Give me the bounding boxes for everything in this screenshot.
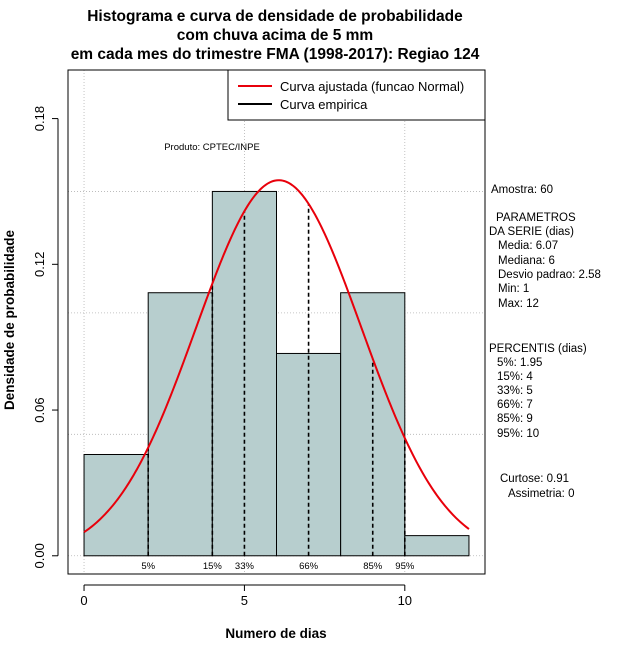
histogram-bar-4: [340, 292, 406, 557]
statistics-panel: Amostra: 60 PARAMETROS DA SERIE (dias) M…: [489, 184, 601, 500]
y-tick-label-0: 0.00: [32, 543, 47, 568]
stat-p33: 33%: 5: [497, 385, 533, 397]
fitted-normal-curve: [83, 179, 470, 534]
percentile-label-1: 15%: [203, 561, 223, 572]
percentile-label-4: 85%: [363, 561, 383, 572]
percentile-label-2: 33%: [235, 561, 255, 572]
stat-percentis-title: PERCENTIS (dias): [489, 343, 587, 355]
stat-max: Max: 12: [498, 298, 539, 310]
stat-p66: 66%: 7: [497, 399, 533, 411]
percentile-label-5: 95%: [395, 561, 415, 572]
x-tick-label-1: 5: [241, 593, 248, 608]
density-curves: [83, 179, 470, 534]
histogram-bar-5: [404, 535, 470, 557]
chart-title-line-2: com chuva acima de 5 mm: [177, 27, 373, 44]
y-tick-label-2: 0.12: [32, 252, 47, 277]
stat-p85: 85%: 9: [497, 413, 533, 425]
y-tick-label-3: 0.18: [32, 106, 47, 131]
percentile-label-0: 5%: [141, 561, 155, 572]
stat-min: Min: 1: [498, 283, 529, 295]
legend-label-fitted: Curva ajustada (funcao Normal): [280, 79, 464, 94]
stat-p15: 15%: 4: [497, 371, 533, 383]
stat-assimetria: Assimetria: 0: [508, 488, 574, 500]
stat-parametros-title-1: PARAMETROS: [496, 212, 576, 224]
stat-mediana: Mediana: 6: [498, 255, 555, 267]
product-label: Produto: CPTEC/INPE: [164, 142, 260, 153]
legend-box: [227, 69, 486, 121]
x-tick-label-0: 0: [80, 593, 87, 608]
stat-desvio: Desvio padrao: 2.58: [498, 269, 601, 281]
legend-label-empirical: Curva empirica: [280, 97, 368, 112]
stat-parametros-title-2: DA SERIE (dias): [489, 226, 574, 238]
y-tick-label-1: 0.06: [32, 397, 47, 422]
x-tick-label-2: 10: [398, 593, 412, 608]
histogram-bar-0: [83, 453, 149, 557]
stat-p95: 95%: 10: [497, 428, 539, 440]
y-axis-title: Densidade de probabilidade: [2, 229, 17, 410]
percentile-label-3: 66%: [299, 561, 319, 572]
histogram-bars: [83, 190, 470, 557]
chart-title-line-3: em cada mes do trimestre FMA (1998-2017)…: [71, 46, 480, 63]
x-axis-title: Numero de dias: [225, 626, 326, 641]
legend: Curva ajustada (funcao Normal) Curva emp…: [227, 69, 486, 121]
percentile-lines: 5% 15% 33% 66% 85% 95%: [141, 203, 415, 572]
stat-p5: 5%: 1.95: [497, 357, 542, 369]
stat-amostra: Amostra: 60: [491, 184, 553, 196]
chart-title-line-1: Histograma e curva de densidade de proba…: [87, 8, 463, 25]
axes: 0 5 10 0.00 0.06 0.12 0.18: [32, 106, 412, 608]
stat-curtose: Curtose: 0.91: [500, 473, 569, 485]
stat-media: Media: 6.07: [498, 240, 558, 252]
